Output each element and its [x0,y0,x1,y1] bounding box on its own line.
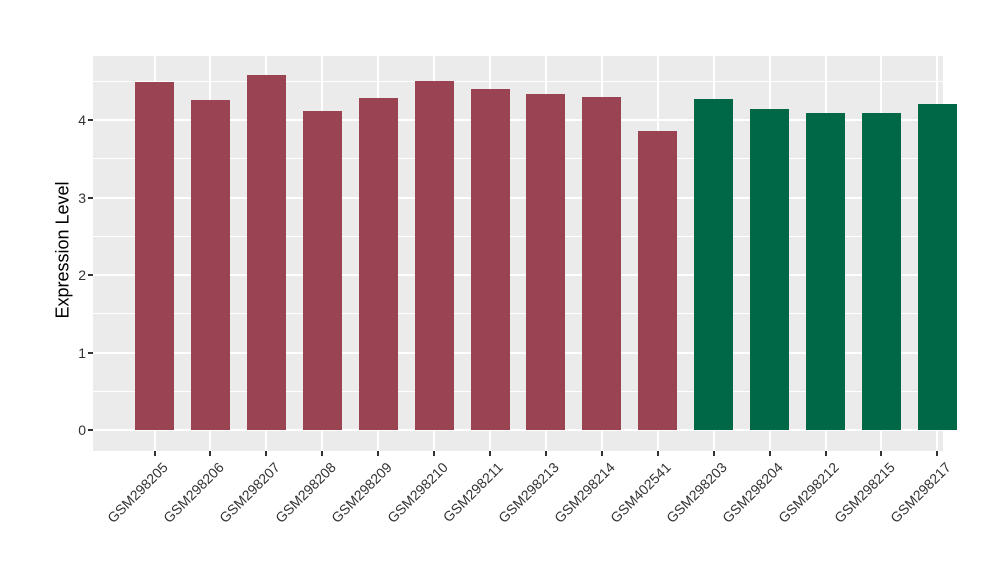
x-tick-mark [768,451,771,456]
major-gridline [93,196,943,199]
y-tick-label: 1 [78,344,86,361]
y-tick-label: 3 [78,189,86,206]
bar-GSM298206 [190,99,230,430]
bar-GSM298212 [806,113,846,430]
y-tick-label: 0 [78,422,86,438]
x-tick-mark [209,451,212,456]
major-gridline [93,274,943,276]
x-tick-mark [153,451,156,456]
bar-GSM298211 [470,89,510,430]
major-gridline [93,351,943,354]
bar-GSM298203 [694,99,734,430]
x-tick-mark [489,451,492,456]
x-tick-mark [656,451,659,456]
bar-GSM298213 [526,93,566,430]
bar-GSM298214 [582,96,622,430]
major-gridline [93,429,943,431]
x-tick-mark [265,451,268,456]
bar-GSM298207 [246,75,286,430]
minor-gridline [93,158,943,160]
bar-GSM298208 [302,111,342,430]
minor-gridline [93,235,943,237]
bar-GSM298204 [750,109,790,430]
bar-GSM298209 [358,97,398,430]
plot-panel [93,56,957,451]
y-tick-mark [88,119,93,121]
x-tick-mark [377,451,380,456]
bar-GSM298217 [917,103,957,430]
x-tick-mark [600,451,603,456]
bar-GSM298210 [414,81,454,430]
y-tick-mark [88,351,93,354]
minor-gridline [93,313,943,315]
x-tick-mark [824,451,827,456]
y-tick-mark [88,274,93,276]
minor-gridline [93,390,943,392]
y-tick-mark [88,196,93,199]
x-tick-mark [880,451,883,456]
y-tick-label: 2 [78,267,86,283]
x-tick-mark [321,451,324,456]
bar-GSM298205 [135,82,174,430]
y-tick-mark [88,429,93,431]
minor-gridline [93,80,943,82]
x-tick-mark [936,451,939,456]
y-tick-label: 4 [78,112,86,128]
major-gridline [93,119,943,121]
bar-GSM298215 [861,113,901,430]
x-tick-mark [712,451,715,456]
x-tick-mark [544,451,547,456]
x-tick-mark [433,451,436,456]
bar-GSM402541 [638,130,678,430]
